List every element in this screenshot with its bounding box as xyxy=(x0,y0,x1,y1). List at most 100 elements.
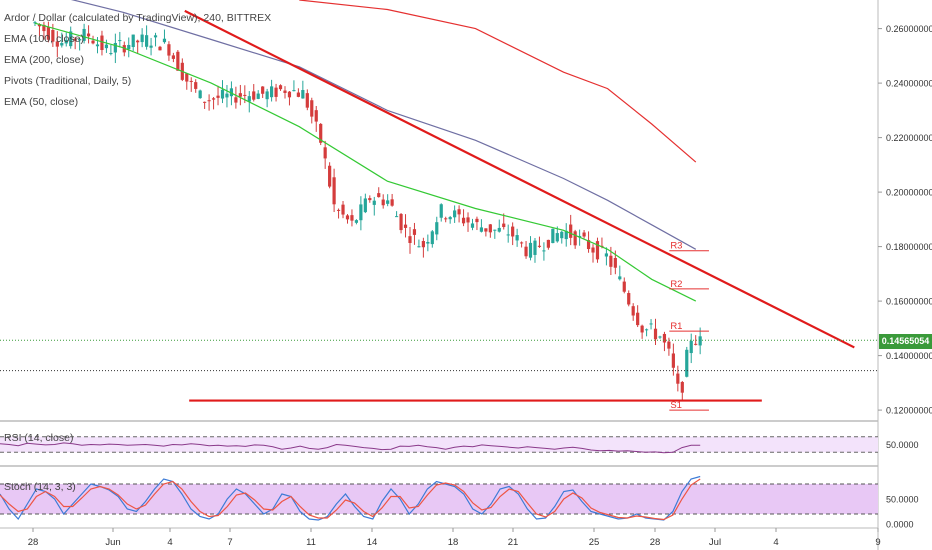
stoch-pane-label: Stoch (14, 3, 3) xyxy=(4,481,76,493)
candle-body xyxy=(265,91,269,100)
candle-body xyxy=(261,86,265,94)
candle-body xyxy=(269,86,274,98)
candle-body xyxy=(310,100,314,117)
candle-body xyxy=(497,227,501,232)
candle-body xyxy=(86,33,91,37)
candle-body xyxy=(694,343,698,345)
pivot-label-r3: R3 xyxy=(670,241,682,252)
candle-body xyxy=(412,229,417,235)
candle-body xyxy=(662,333,667,343)
candle-body xyxy=(453,210,457,218)
candle-body xyxy=(551,228,555,244)
descending-trendline xyxy=(184,9,855,349)
candle-body xyxy=(140,34,144,43)
candle-body xyxy=(176,51,180,71)
candle-body xyxy=(194,82,198,89)
candle-body xyxy=(149,45,153,48)
candle-body xyxy=(305,93,309,108)
candle-body xyxy=(354,220,359,223)
candle-body xyxy=(278,85,283,90)
candle-body xyxy=(609,255,613,267)
candle-body xyxy=(627,293,631,305)
x-tick-label: 14 xyxy=(367,537,378,548)
y-tick-label: 0.20000000 xyxy=(886,188,932,198)
candles xyxy=(33,20,702,400)
candle-body xyxy=(613,258,617,268)
candle-body xyxy=(644,329,649,331)
candle-body xyxy=(533,240,537,255)
x-tick-label: Jun xyxy=(105,537,120,548)
legend: Ardor / Dollar (calculated by TradingVie… xyxy=(4,8,271,113)
candle-body xyxy=(408,236,412,243)
candle-body xyxy=(363,198,367,213)
y-tick-label: 0.18000000 xyxy=(886,242,932,252)
candle-body xyxy=(426,241,430,244)
candle-body xyxy=(421,241,425,248)
candle-body xyxy=(314,110,318,122)
y-tick-label: 0.24000000 xyxy=(886,79,932,89)
x-tick-label: 4 xyxy=(773,537,778,548)
candle-body xyxy=(64,39,68,44)
candle-body xyxy=(158,46,162,51)
x-tick-label: 7 xyxy=(227,537,232,548)
candle-body xyxy=(185,73,189,82)
candle-body xyxy=(390,199,394,206)
ema-200-line xyxy=(299,0,697,163)
candle-body xyxy=(430,231,434,245)
candle-body xyxy=(95,44,100,47)
candle-body xyxy=(109,53,113,55)
candle-body xyxy=(220,89,225,99)
x-tick-label: 21 xyxy=(508,537,519,548)
candle-body xyxy=(73,38,77,41)
candle-body xyxy=(372,200,376,205)
candle-body xyxy=(359,204,363,221)
candle-body xyxy=(198,90,202,99)
candle-body xyxy=(676,373,680,384)
candle-body xyxy=(46,27,50,40)
candle-body xyxy=(127,44,131,50)
candle-body xyxy=(104,44,109,49)
candle-body xyxy=(493,229,497,231)
candle-body xyxy=(113,42,117,53)
candle-body xyxy=(555,233,559,242)
stoch-k-line xyxy=(0,475,701,521)
candle-body xyxy=(37,24,42,27)
candle-body xyxy=(323,147,327,159)
candle-body xyxy=(247,96,251,102)
stoch-d-line xyxy=(0,478,701,521)
candle-body xyxy=(511,226,515,237)
candle-body xyxy=(167,44,171,56)
rsi-pane-label: RSI (14, close) xyxy=(4,432,74,444)
rsi-line xyxy=(0,442,701,454)
candle-body xyxy=(524,246,528,257)
candle-body xyxy=(341,204,345,215)
candle-body xyxy=(461,217,466,224)
x-tick-label: 28 xyxy=(650,537,661,548)
candle-body xyxy=(252,91,256,100)
candle-body xyxy=(238,93,242,97)
candle-body xyxy=(698,336,702,346)
pivot-label-s1: S1 xyxy=(670,400,682,411)
candle-body xyxy=(595,241,600,260)
candle-body xyxy=(207,100,211,102)
x-tick-label: Jul xyxy=(709,537,721,548)
candle-body xyxy=(145,35,149,47)
candle-body xyxy=(274,87,278,97)
ema-50-line xyxy=(34,22,697,302)
candle-body xyxy=(560,231,564,239)
x-tick-label: 28 xyxy=(28,537,39,548)
rsi-tick-label: 50.0000 xyxy=(886,440,919,450)
candle-body xyxy=(506,234,510,236)
candle-body xyxy=(60,43,64,46)
last-price-badge: 0.14565054 xyxy=(879,334,932,349)
candle-body xyxy=(515,235,519,241)
candle-body xyxy=(319,123,323,143)
x-tick-label: 11 xyxy=(306,537,316,548)
candle-body xyxy=(444,218,448,220)
candle-body xyxy=(243,94,247,96)
candle-body xyxy=(51,30,55,42)
candle-body xyxy=(211,98,216,100)
candle-body xyxy=(653,328,658,340)
candle-body xyxy=(283,90,287,93)
